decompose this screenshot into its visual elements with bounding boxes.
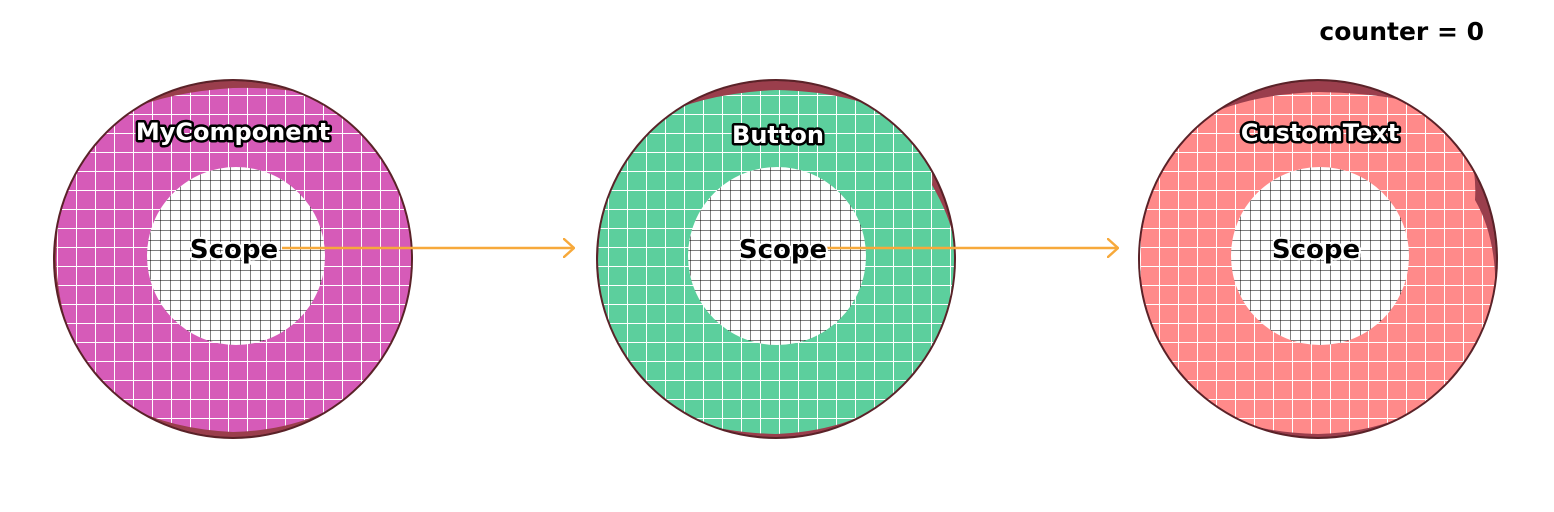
component-button: Button <box>596 79 956 439</box>
component-label: Button <box>732 121 824 149</box>
scope-label: Scope <box>1272 235 1360 265</box>
component-mycomponent: MyComponent <box>53 79 413 439</box>
component-label: CustomText <box>1241 119 1399 147</box>
scope-grid <box>147 167 325 345</box>
scope-label: Scope <box>190 235 278 265</box>
component-label: MyComponent <box>136 118 330 146</box>
scope-grid <box>1231 167 1409 345</box>
scope-label: Scope <box>739 235 827 265</box>
scope-grid <box>688 167 866 345</box>
counter-label: counter = 0 <box>1319 17 1484 46</box>
component-customtext: CustomText <box>1138 79 1498 439</box>
